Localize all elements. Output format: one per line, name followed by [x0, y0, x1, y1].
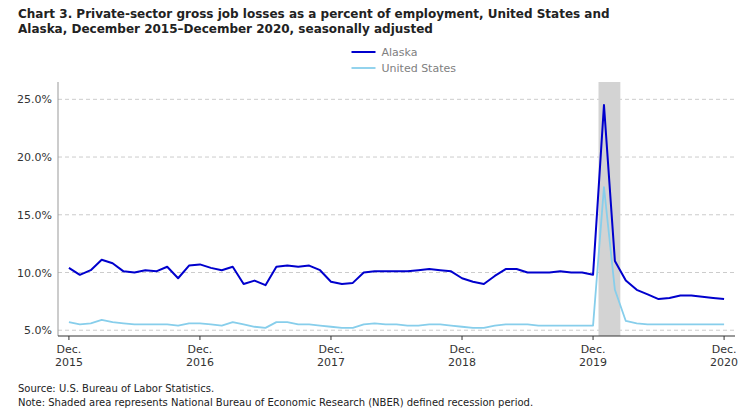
y-axis: [58, 99, 735, 330]
chart: Chart 3. Private-sector gross job losses…: [0, 0, 751, 420]
legend-swatch: [352, 51, 376, 53]
x-tick-label: Dec.2015: [55, 343, 83, 369]
legend-label: Alaska: [382, 46, 418, 59]
legend-swatch: [352, 67, 376, 69]
y-tick-label: 25.0%: [17, 93, 52, 106]
series-line: [69, 105, 724, 299]
grid-line: [58, 99, 735, 100]
x-tick: [330, 336, 331, 340]
legend-label: United States: [382, 62, 457, 75]
y-tick-label: 5.0%: [24, 324, 52, 337]
x-tick-label: Dec.2020: [710, 343, 738, 369]
x-tick: [462, 336, 463, 340]
x-tick: [68, 336, 69, 340]
plot-marks: [69, 82, 724, 336]
x-tick: [593, 336, 594, 340]
source-note: Note: Shaded area represents National Bu…: [18, 397, 533, 408]
grid-line: [58, 330, 735, 331]
y-tick-label: 15.0%: [17, 209, 52, 222]
legend: Alaska United States: [352, 46, 457, 75]
x-tick-label: Dec.2017: [317, 343, 345, 369]
y-tick-label: 10.0%: [17, 267, 52, 280]
y-tick-label: 20.0%: [17, 151, 52, 164]
source-note: Source: U.S. Bureau of Labor Statistics.: [18, 383, 214, 394]
grid-line: [58, 214, 735, 215]
series-line: [69, 187, 724, 328]
x-tick-label: Dec.2019: [579, 343, 607, 369]
y-axis-line: [58, 82, 59, 336]
x-tick: [724, 336, 725, 340]
x-tick-label: Dec.2016: [186, 343, 214, 369]
x-axis-line: [58, 336, 735, 337]
x-tick-label: Dec.2018: [448, 343, 476, 369]
grid-line: [58, 157, 735, 158]
title: Chart 3. Private-sector gross job losses…: [18, 7, 610, 36]
x-tick: [199, 336, 200, 340]
